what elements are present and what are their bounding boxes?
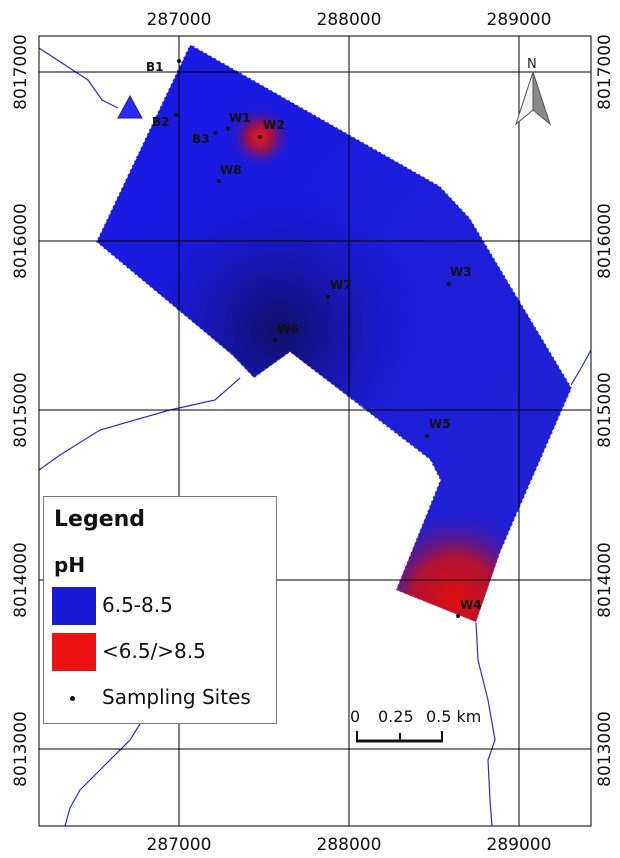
site-w7: W7 (326, 278, 352, 299)
site-w6: W6 (273, 322, 299, 342)
legend: Legend pH 6.5-8.5 <6.5/>8.5 Sampling Sit… (43, 496, 277, 724)
x-tick-top-2: 288000 (317, 10, 382, 30)
legend-label-abnormal: <6.5/>8.5 (102, 639, 206, 663)
x-tick-bottom-2: 288000 (317, 835, 382, 855)
legend-swatch-normal (52, 587, 96, 625)
x-tick-bottom-1: 287000 (147, 835, 212, 855)
svg-text:W7: W7 (330, 278, 352, 292)
svg-text:W8: W8 (220, 163, 242, 177)
site-w3: W3 (447, 265, 472, 286)
site-b2: B2 (152, 113, 178, 129)
site-w8: W8 (217, 163, 242, 183)
scale-bar: 0 0.25 0.5 km (350, 707, 481, 743)
svg-text:W2: W2 (263, 118, 285, 132)
reservoir-icon (117, 94, 143, 119)
y-tick-right-3: 8015000 (595, 372, 615, 448)
legend-label-sites: Sampling Sites (102, 685, 251, 709)
svg-text:B3: B3 (192, 132, 210, 146)
svg-text:B2: B2 (152, 115, 170, 129)
site-b3: B3 (192, 131, 217, 146)
svg-text:W5: W5 (429, 417, 451, 431)
river-line-west (39, 377, 241, 471)
x-tick-bottom-3: 289000 (487, 835, 552, 855)
ph-surface (95, 42, 573, 623)
x-tick-top-1: 287000 (147, 10, 212, 30)
y-tick-right-5: 8013000 (595, 711, 615, 787)
y-tick-right-1: 8017000 (595, 34, 615, 110)
svg-text:W6: W6 (277, 322, 299, 336)
svg-text:B1: B1 (146, 60, 164, 74)
river-line-north (39, 47, 119, 109)
north-arrow-icon: N (514, 57, 552, 126)
y-tick-right-2: 8016000 (595, 203, 615, 279)
sampling-sites: B1 B2 B3 W1 W2 W8 W7 W3 W6 W5 W4 (146, 59, 482, 618)
svg-text:W4: W4 (460, 598, 482, 612)
site-w4: W4 (456, 598, 482, 618)
scale-label-025: 0.25 (378, 707, 414, 726)
y-tick-left-2: 8016000 (11, 203, 31, 279)
scale-label-05: 0.5 km (426, 707, 481, 726)
svg-text:W3: W3 (450, 265, 472, 279)
site-b1: B1 (146, 59, 181, 74)
site-w2: W2 (258, 118, 285, 139)
river-line-southwest (64, 723, 141, 826)
map-frame (38, 35, 592, 827)
svg-text:N: N (527, 57, 537, 72)
y-tick-left-5: 8013000 (11, 711, 31, 787)
river-line-south (475, 621, 496, 826)
x-tick-top-3: 289000 (487, 10, 552, 30)
river-line-east (567, 349, 591, 391)
legend-title: Legend (54, 507, 146, 532)
legend-subtitle: pH (54, 553, 86, 577)
svg-text:W1: W1 (229, 111, 251, 125)
legend-site-dot-icon (70, 696, 75, 701)
scale-label-0: 0 (350, 707, 360, 726)
y-tick-right-4: 8014000 (595, 542, 615, 618)
site-w5: W5 (425, 417, 451, 438)
y-tick-left-4: 8014000 (11, 542, 31, 618)
legend-swatch-abnormal (52, 633, 96, 671)
y-tick-left-1: 8017000 (11, 34, 31, 110)
legend-label-normal: 6.5-8.5 (102, 593, 173, 617)
y-tick-left-3: 8015000 (11, 372, 31, 448)
site-w1: W1 (226, 111, 251, 131)
